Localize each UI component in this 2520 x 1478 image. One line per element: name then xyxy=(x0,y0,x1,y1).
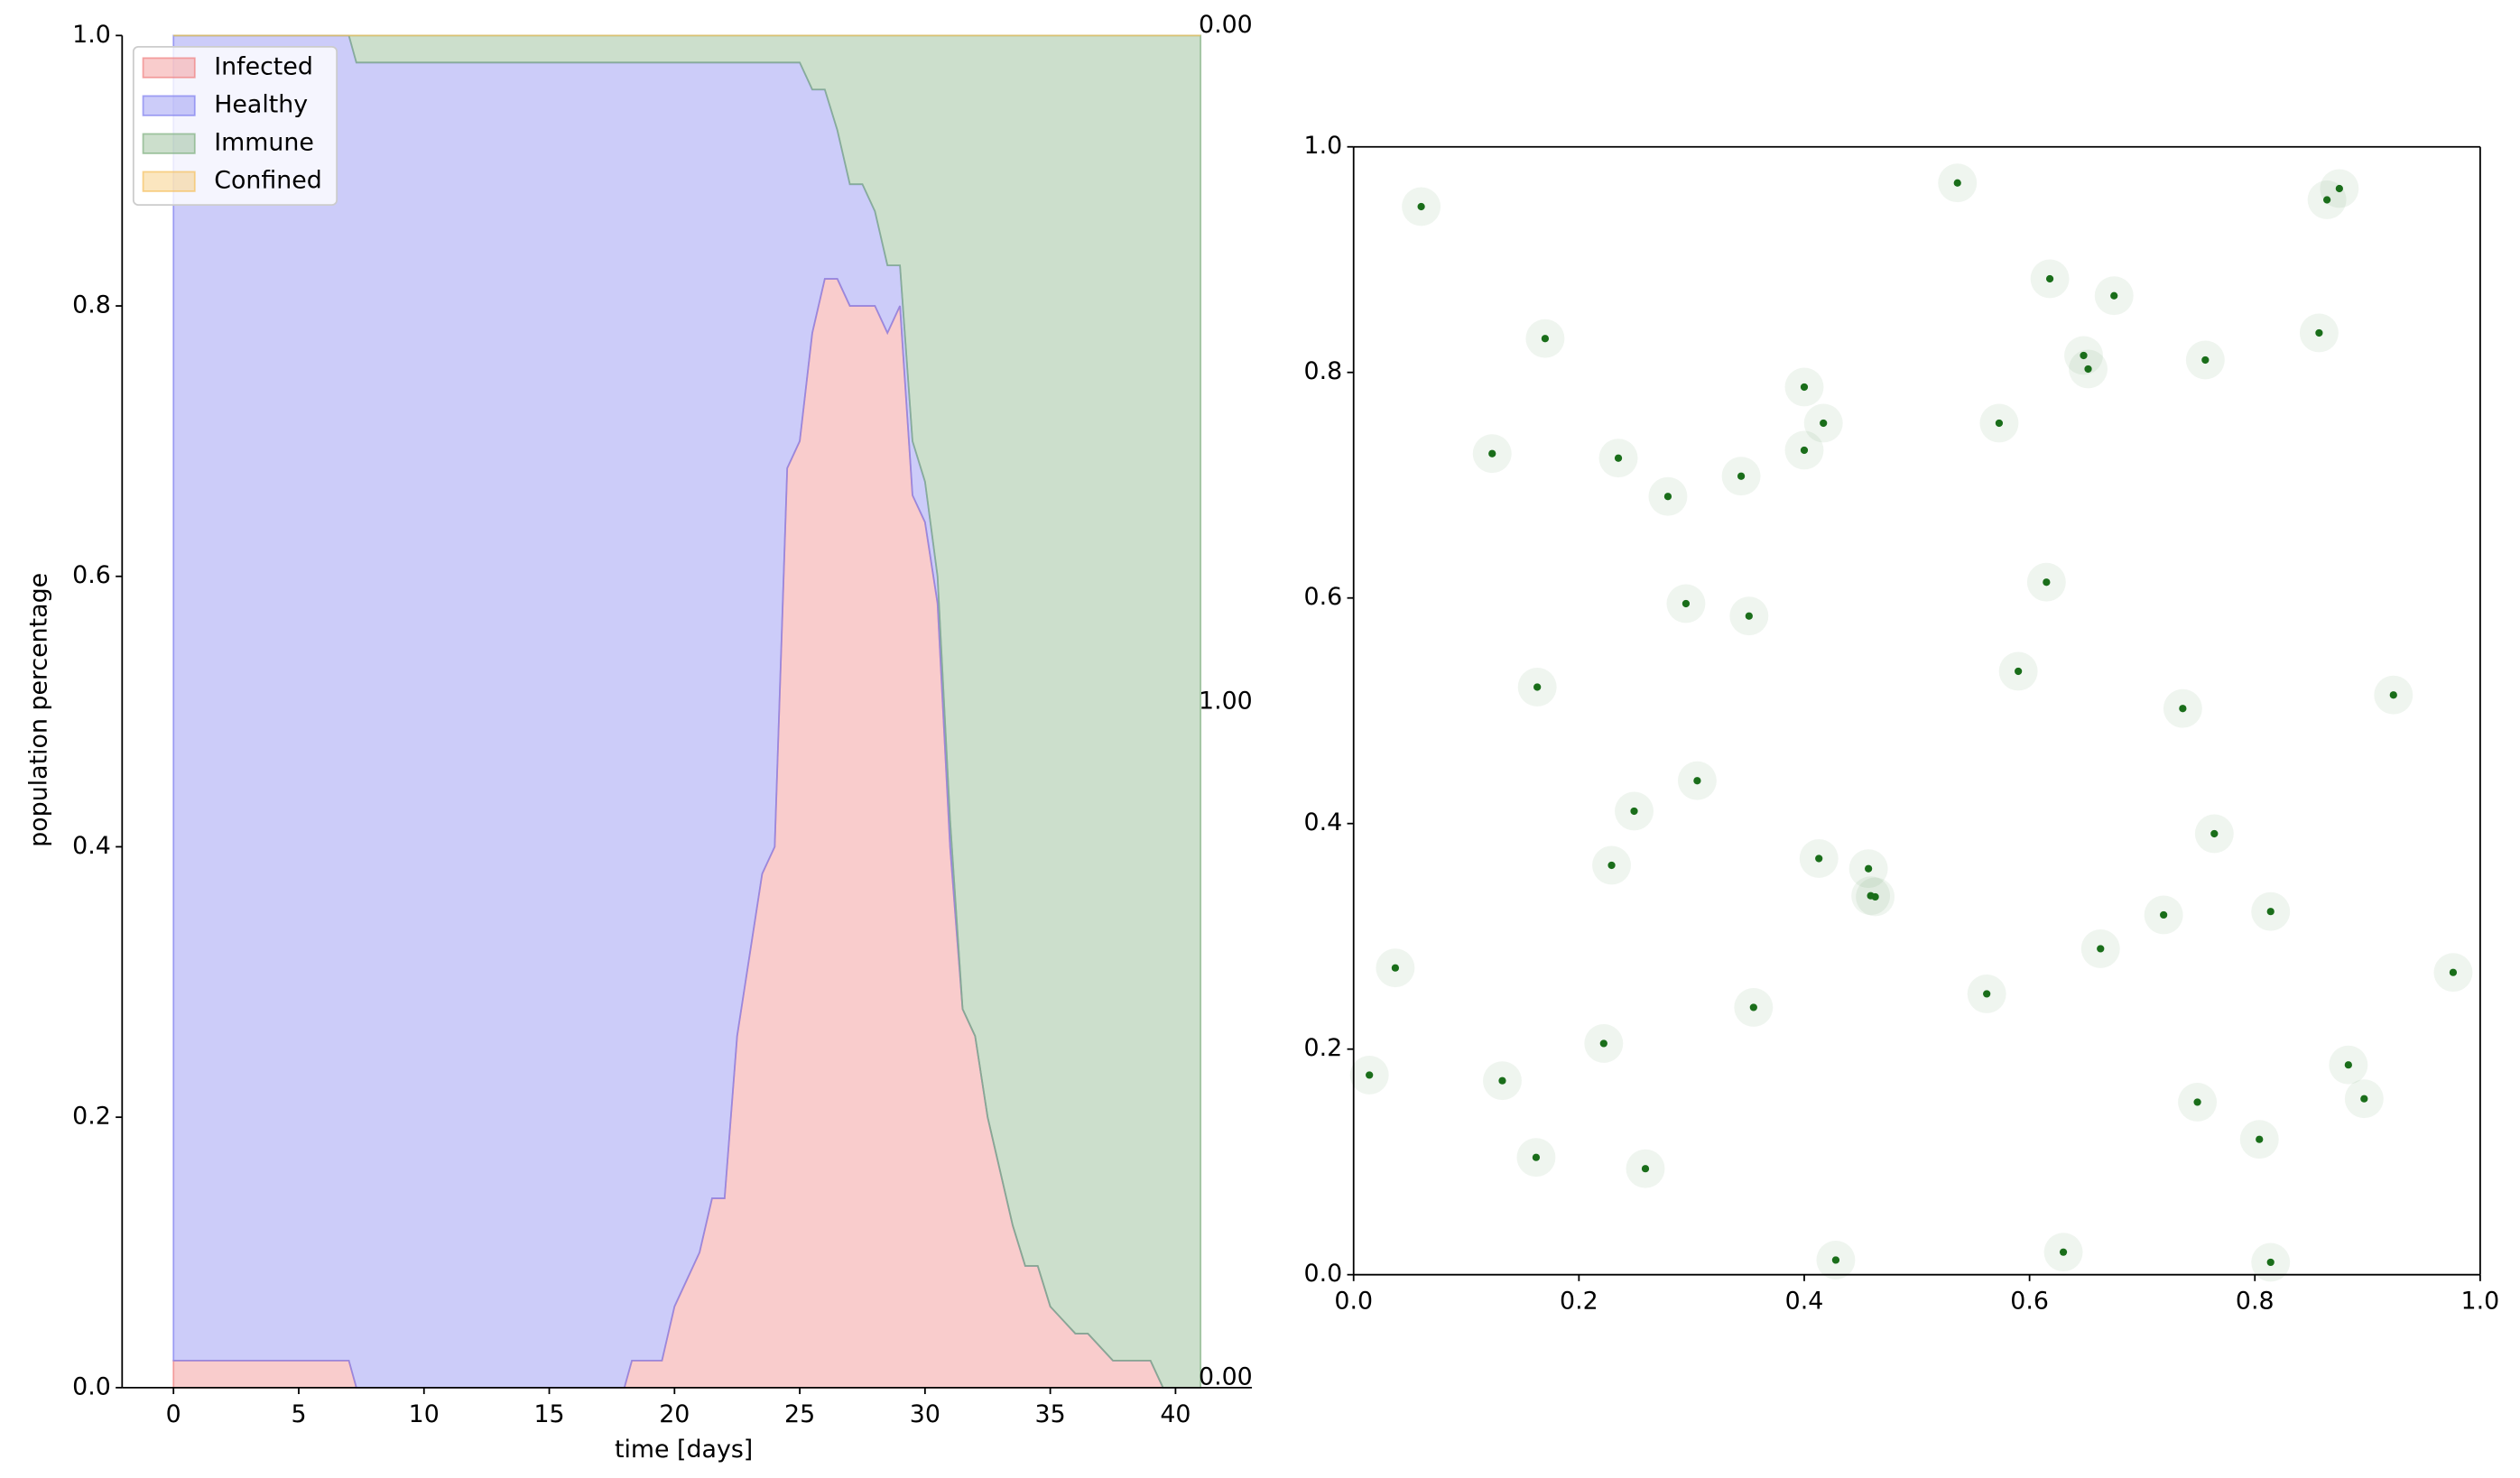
agent-point xyxy=(2256,1135,2264,1143)
y-tick-label: 0.4 xyxy=(1304,808,1343,836)
y-tick-label: 0.2 xyxy=(1304,1034,1343,1062)
agent-point xyxy=(2179,705,2187,713)
agent-point xyxy=(1995,419,2004,428)
agent-point xyxy=(1800,446,1809,455)
agent-point xyxy=(2266,1258,2274,1267)
y-tick-label: 0.4 xyxy=(72,832,111,860)
agent-point xyxy=(2360,1095,2368,1103)
agent-point xyxy=(1737,472,1746,480)
y-tick-label: 0.6 xyxy=(1304,583,1343,611)
legend-label: Confined xyxy=(214,167,322,195)
legend-label: Infected xyxy=(214,53,313,81)
legend-swatch xyxy=(142,133,196,154)
agent-point xyxy=(1815,854,1823,863)
x-tick-label: 1.0 xyxy=(2461,1288,2500,1316)
annotation: 1.00 xyxy=(1199,687,1253,715)
agent-point xyxy=(2266,908,2274,916)
y-tick-label: 0.8 xyxy=(72,291,111,319)
legend-swatch xyxy=(142,95,196,116)
x-tick-label: 35 xyxy=(1035,1400,1066,1428)
agent-point xyxy=(1488,449,1496,457)
agent-point xyxy=(1532,1153,1541,1161)
agent-point xyxy=(1749,1003,1757,1012)
x-tick-label: 10 xyxy=(409,1400,440,1428)
y-tick-label: 0.6 xyxy=(72,561,111,589)
y-tick-label: 0.0 xyxy=(72,1372,111,1400)
x-tick-label: 0.2 xyxy=(1560,1288,1598,1316)
annotation: 0.00 xyxy=(1199,1363,1253,1391)
agent-point xyxy=(2389,691,2397,699)
agent-point xyxy=(1820,419,1828,428)
x-tick-label: 0.8 xyxy=(2236,1288,2274,1316)
legend-label: Healthy xyxy=(214,91,308,119)
agent-point xyxy=(1865,864,1873,873)
agent-point xyxy=(2335,184,2343,193)
agent-point xyxy=(2043,578,2051,587)
agent-point xyxy=(1630,807,1638,816)
x-axis-label: time [days] xyxy=(615,1436,753,1464)
agent-point xyxy=(2080,351,2088,360)
agent-point xyxy=(2084,365,2092,374)
agent-point xyxy=(1871,892,1879,901)
agent-point xyxy=(2344,1061,2352,1069)
agent-point xyxy=(1614,454,1623,462)
x-tick-label: 25 xyxy=(784,1400,815,1428)
legend-swatch xyxy=(142,171,196,192)
agent-point xyxy=(2315,328,2323,337)
agent-point xyxy=(2110,291,2118,300)
agent-point xyxy=(2193,1098,2201,1106)
agent-point xyxy=(1800,383,1809,392)
agent-point xyxy=(2059,1248,2068,1256)
agent-point xyxy=(1663,493,1672,501)
agent-point xyxy=(2449,968,2458,976)
agent-point xyxy=(1391,964,1400,972)
agent-point xyxy=(2097,945,2105,953)
x-tick-label: 15 xyxy=(533,1400,564,1428)
agent-point xyxy=(1541,335,1550,343)
agent-point xyxy=(1498,1076,1506,1085)
x-tick-label: 20 xyxy=(659,1400,690,1428)
y-tick-label: 0.2 xyxy=(72,1103,111,1131)
agent-point xyxy=(2201,356,2210,365)
agent-point xyxy=(2160,910,2168,919)
legend-label: Immune xyxy=(214,129,314,157)
y-tick-label: 1.0 xyxy=(1304,132,1343,160)
agent-point xyxy=(1682,599,1691,608)
annotation: 0.00 xyxy=(1199,11,1253,39)
legend-swatch xyxy=(142,57,196,79)
agent-point xyxy=(1366,1071,1374,1079)
x-tick-label: 5 xyxy=(291,1400,306,1428)
agent-point xyxy=(1607,861,1616,870)
x-tick-label: 30 xyxy=(910,1400,940,1428)
agent-point xyxy=(2323,196,2331,204)
x-tick-label: 0.6 xyxy=(2010,1288,2049,1316)
x-tick-label: 0.0 xyxy=(1334,1288,1373,1316)
agent-point xyxy=(1533,683,1542,691)
y-axis-label: population percentage xyxy=(25,573,53,847)
agent-point xyxy=(2015,667,2023,676)
agent-point xyxy=(1745,612,1753,620)
x-tick-label: 0.4 xyxy=(1785,1288,1824,1316)
y-tick-label: 0.0 xyxy=(1304,1260,1343,1288)
agent-point xyxy=(1983,990,1991,998)
agent-point xyxy=(1693,777,1701,785)
agent-point xyxy=(1831,1256,1840,1264)
agent-point xyxy=(1417,202,1425,211)
y-tick-label: 1.0 xyxy=(72,21,111,49)
x-tick-label: 0 xyxy=(166,1400,181,1428)
agent-point xyxy=(2210,829,2219,838)
agent-point xyxy=(1599,1039,1607,1048)
y-tick-label: 0.8 xyxy=(1304,357,1343,385)
agent-point xyxy=(1641,1165,1650,1173)
x-tick-label: 40 xyxy=(1160,1400,1191,1428)
legend-box xyxy=(132,45,338,206)
agent-point xyxy=(2045,274,2054,283)
agent-point xyxy=(1953,179,1961,187)
